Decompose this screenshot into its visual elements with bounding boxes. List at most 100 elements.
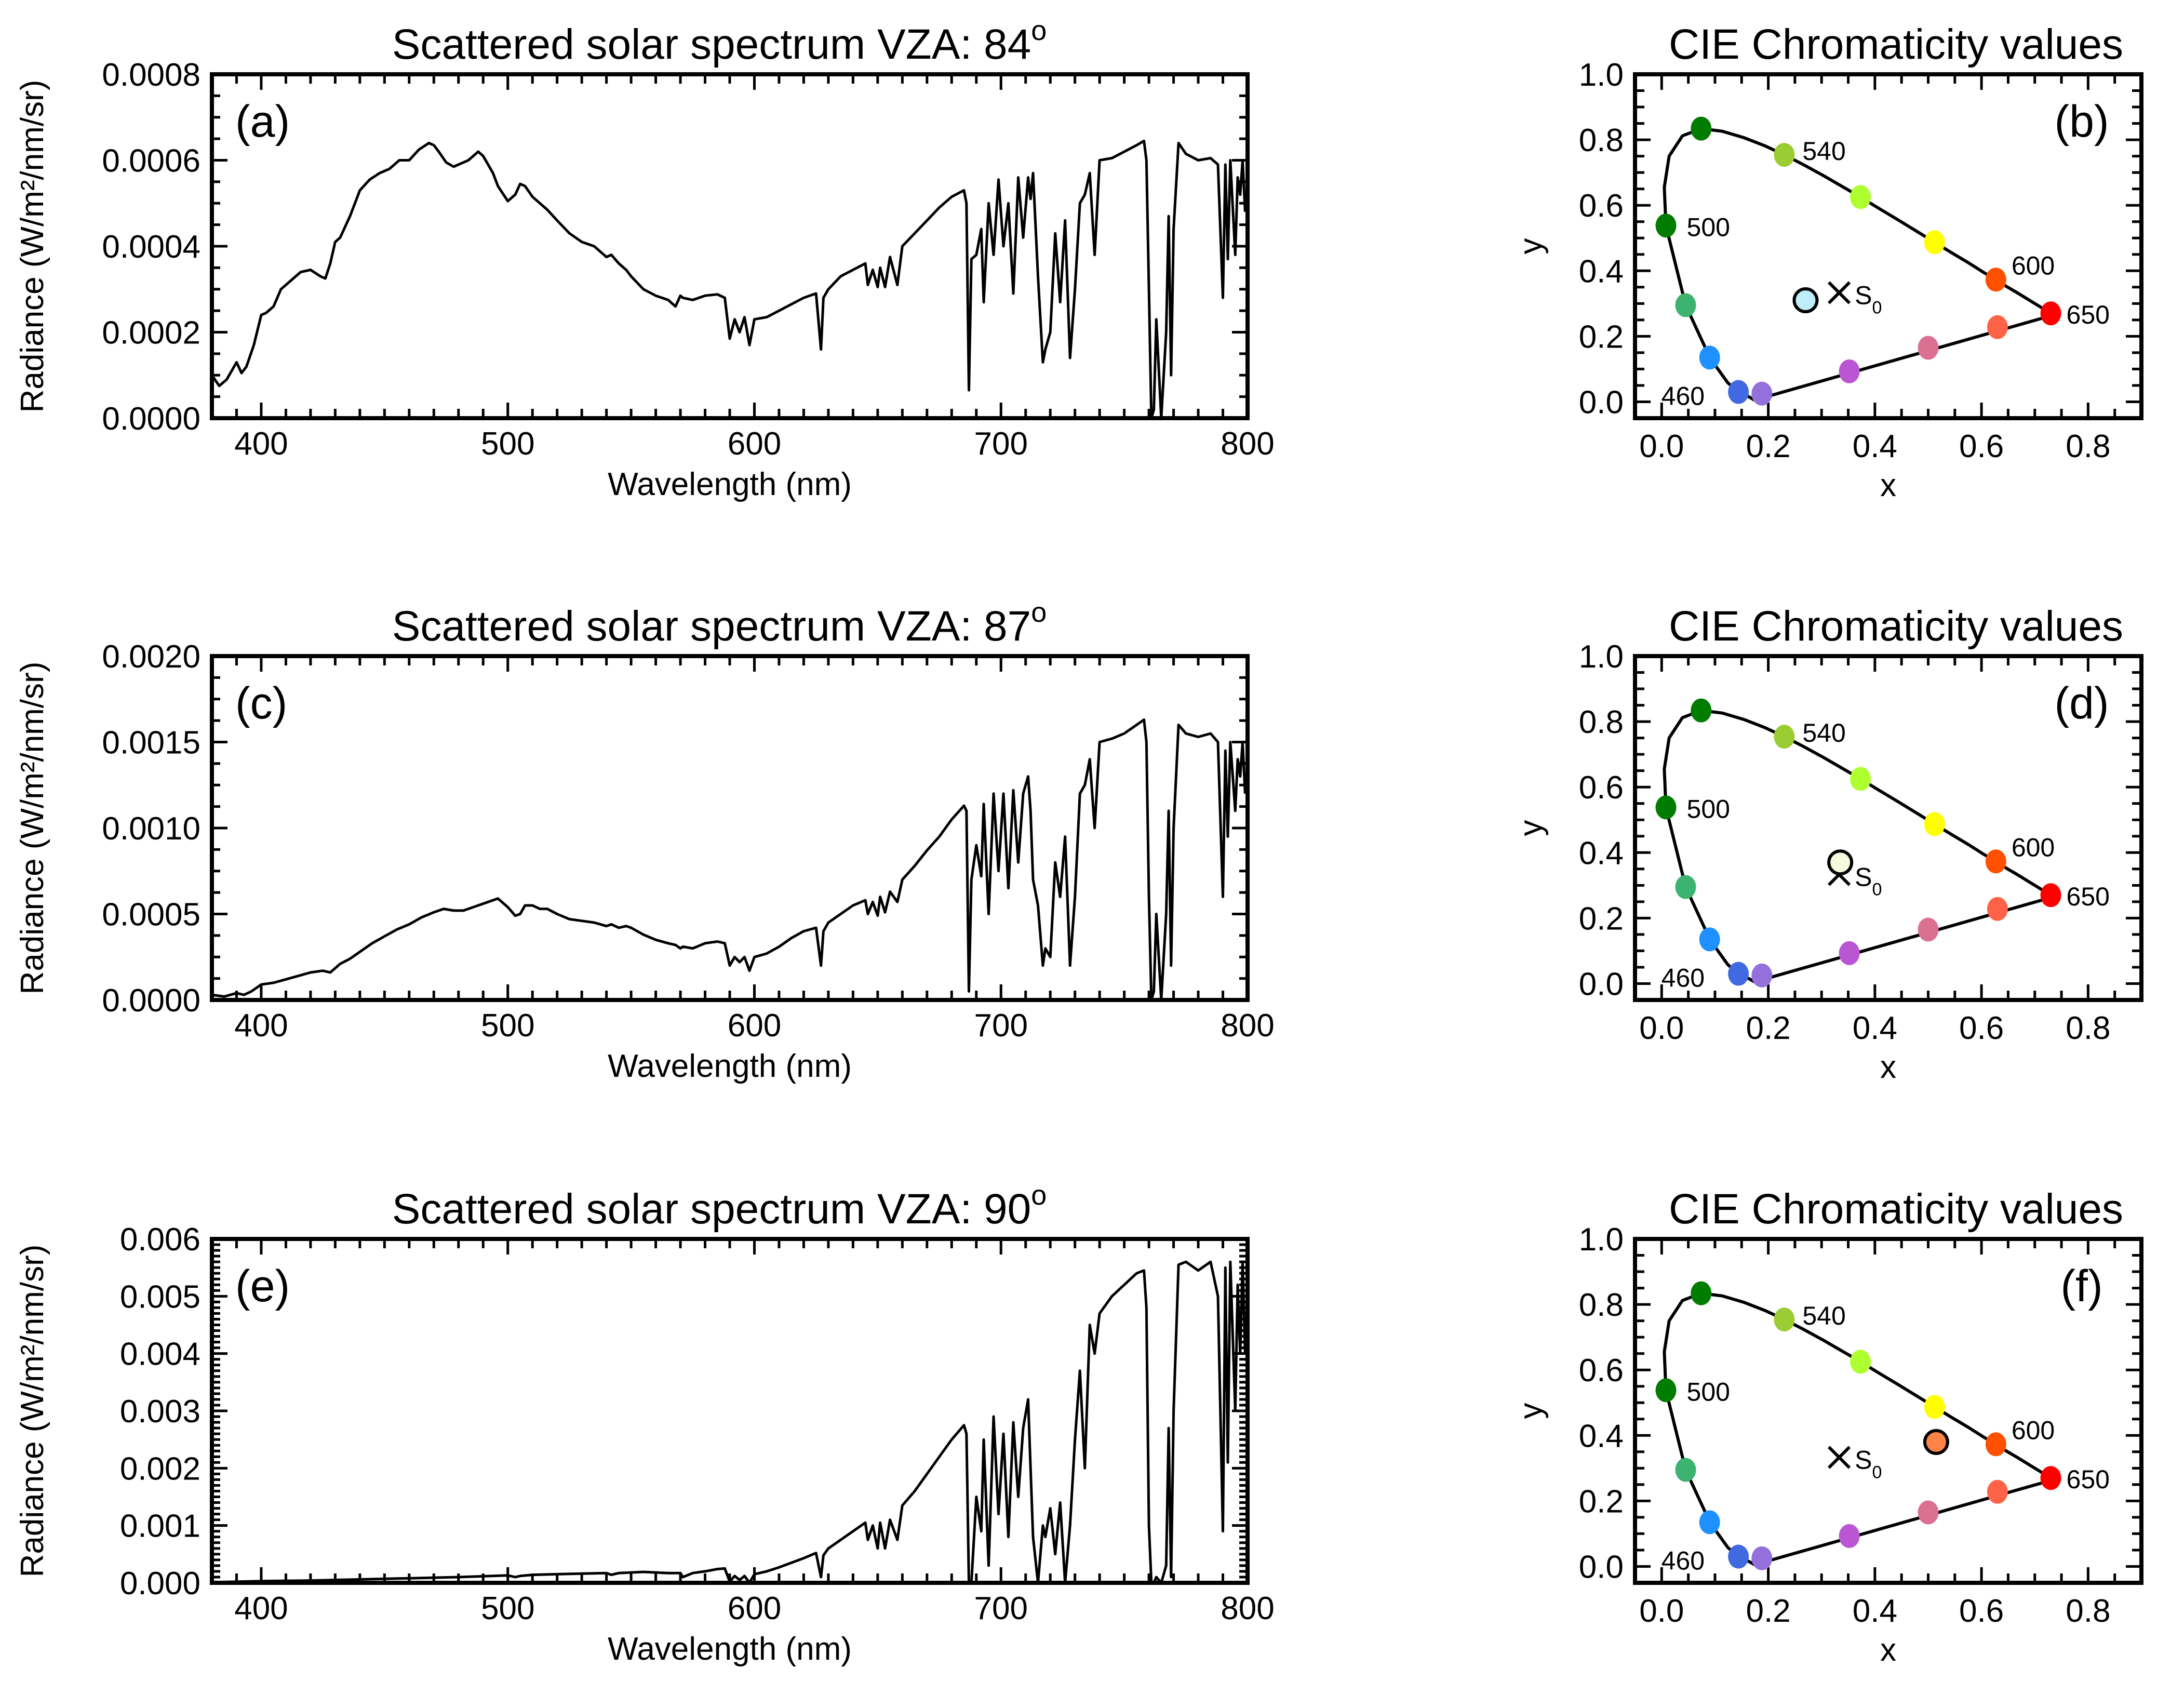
y-tick-label: 0.8: [1579, 123, 1624, 158]
y-tick-label: 0.2: [1579, 901, 1624, 937]
wavelength-marker: [1728, 1544, 1749, 1569]
y-tick-label: 0.6: [1579, 1353, 1624, 1389]
chart-title: CIE Chromaticity values: [1669, 21, 2123, 68]
spectrum-chromaticity-point: [1827, 849, 1854, 876]
wavelength-marker: [1985, 268, 2006, 292]
wavelength-label: 500: [1687, 212, 1730, 242]
wavelength-label: 600: [2012, 251, 2055, 280]
plot-frame: [210, 1237, 1250, 1585]
wavelength-label: 500: [1687, 1377, 1730, 1406]
wavelength-marker: [1728, 380, 1749, 404]
y-tick-label: 1.0: [1579, 1222, 1624, 1258]
wavelength-label: 540: [1802, 718, 1845, 748]
wavelength-marker: [1675, 875, 1696, 899]
x-tick-label: 700: [974, 1008, 1028, 1044]
x-tick-label: 0.0: [1639, 429, 1684, 464]
y-tick-label: 0.4: [1579, 835, 1624, 871]
y-tick-label: 0.004: [120, 1337, 200, 1372]
x-tick-label: 0.4: [1853, 429, 1897, 464]
y-axis-label: Radiance (W/m²/nm/sr): [15, 1245, 50, 1578]
wavelength-marker: [1751, 963, 1773, 988]
y-tick-label: 0.6: [1579, 188, 1624, 224]
x-axis-label: Wavelength (nm): [608, 1048, 852, 1084]
wavelength-marker: [1655, 795, 1677, 820]
chart-title: Scattered solar spectrum VZA: 90o: [392, 1180, 1047, 1233]
y-tick-label: 0.006: [120, 1222, 200, 1258]
subscript-text: 0: [1872, 298, 1882, 318]
y-axis-label: Radiance (W/m²/nm/sr): [15, 80, 50, 413]
wavelength-marker: [1751, 1546, 1773, 1570]
white-point-label: S0: [1855, 281, 1882, 318]
x-tick-label: 400: [234, 1591, 288, 1626]
chart-b: CIE Chromaticity values 0.0 0.2 0.4 0.6 0.8 0.…: [1513, 21, 2143, 503]
wavelength-marker: [1918, 917, 1939, 942]
wavelength-marker: [1691, 1281, 1712, 1305]
panel-label: (c): [235, 678, 287, 728]
x-tick-label: 0.8: [2066, 1010, 2110, 1046]
y-tick-label: 0.6: [1579, 770, 1624, 806]
wavelength-label: 650: [2067, 1465, 2110, 1494]
wavelength-label: 540: [1802, 137, 1845, 166]
plot-frame: [1633, 1237, 2143, 1585]
s-text: S: [1855, 281, 1872, 310]
x-axis-label: x: [1880, 1049, 1896, 1085]
wavelength-marker: [1924, 1395, 1945, 1419]
chart-title: CIE Chromaticity values: [1669, 1185, 2123, 1233]
wavelength-marker: [1850, 767, 1871, 791]
degree-superscript: o: [1031, 597, 1047, 628]
x-tick-label: 0.2: [1746, 429, 1790, 464]
panel-label: (d): [2054, 678, 2109, 728]
degree-superscript: o: [1031, 1180, 1047, 1211]
chart-a: Scattered solar spectrum VZA: 84o 400 500 6…: [15, 15, 1275, 502]
y-tick-label: 0.0010: [102, 811, 200, 847]
y-tick-label: 0.0: [1579, 384, 1624, 420]
spectral-locus: [1663, 1291, 2055, 1567]
x-tick-label: 800: [1221, 1008, 1274, 1044]
title-text: Scattered solar spectrum VZA: 84: [392, 21, 1031, 68]
y-tick-label: 0.0000: [102, 983, 200, 1019]
wavelength-marker: [1691, 698, 1712, 723]
plot-frame: [1633, 72, 2143, 420]
chart-d: CIE Chromaticity values 0.0 0.2 0.4 0.6 0.8 0.…: [1513, 603, 2143, 1085]
wavelength-marker: [1924, 812, 1945, 836]
chart-f: CIE Chromaticity values 0.0 0.2 0.4 0.6 0.8 0.…: [1513, 1185, 2143, 1668]
x-tick-label: 800: [1221, 1591, 1274, 1626]
wavelength-marker: [1924, 230, 1945, 255]
wavelength-label: 500: [1687, 794, 1730, 823]
x-axis-label: x: [1880, 468, 1896, 503]
degree-superscript: o: [1031, 15, 1047, 46]
y-tick-label: 0.0006: [102, 143, 200, 179]
x-tick-label: 0.2: [1746, 1010, 1790, 1046]
wavelength-marker: [1699, 1510, 1720, 1535]
y-tick-label: 1.0: [1579, 639, 1624, 675]
y-tick-label: 0.2: [1579, 1484, 1624, 1519]
x-tick-label: 0.2: [1746, 1593, 1790, 1629]
y-tick-label: 0.4: [1579, 254, 1624, 289]
plot-frame: [210, 654, 1250, 1002]
y-tick-label: 0.0004: [102, 229, 200, 265]
wavelength-label: 600: [2012, 1416, 2055, 1445]
x-tick-label: 0.8: [2066, 1593, 2110, 1629]
wavelength-marker: [1655, 1378, 1677, 1403]
subscript-text: 0: [1872, 1463, 1882, 1483]
wavelength-label: 650: [2067, 300, 2110, 329]
wavelength-marker: [1774, 725, 1795, 749]
wavelength-marker: [1987, 897, 2008, 921]
x-axis-label: x: [1880, 1632, 1896, 1668]
x-tick-label: 800: [1221, 426, 1274, 462]
y-tick-label: 0.2: [1579, 319, 1624, 355]
y-tick-label: 0.0: [1579, 966, 1624, 1002]
y-tick-label: 0.0008: [102, 57, 200, 93]
x-tick-label: 600: [728, 1591, 781, 1626]
s-text: S: [1855, 863, 1872, 892]
y-axis-label: Radiance (W/m²/nm/sr): [15, 662, 50, 995]
wavelength-marker: [1728, 962, 1749, 986]
plot-frame: [1633, 654, 2143, 1002]
wavelength-marker: [2040, 883, 2061, 908]
x-tick-label: 700: [974, 426, 1028, 462]
chart-c: Scattered solar spectrum VZA: 87o 400 500 6…: [15, 597, 1275, 1084]
wavelength-label: 540: [1802, 1301, 1845, 1330]
wavelength-marker: [1850, 185, 1871, 209]
wavelength-marker: [1691, 116, 1712, 141]
wavelength-marker: [1675, 293, 1696, 317]
